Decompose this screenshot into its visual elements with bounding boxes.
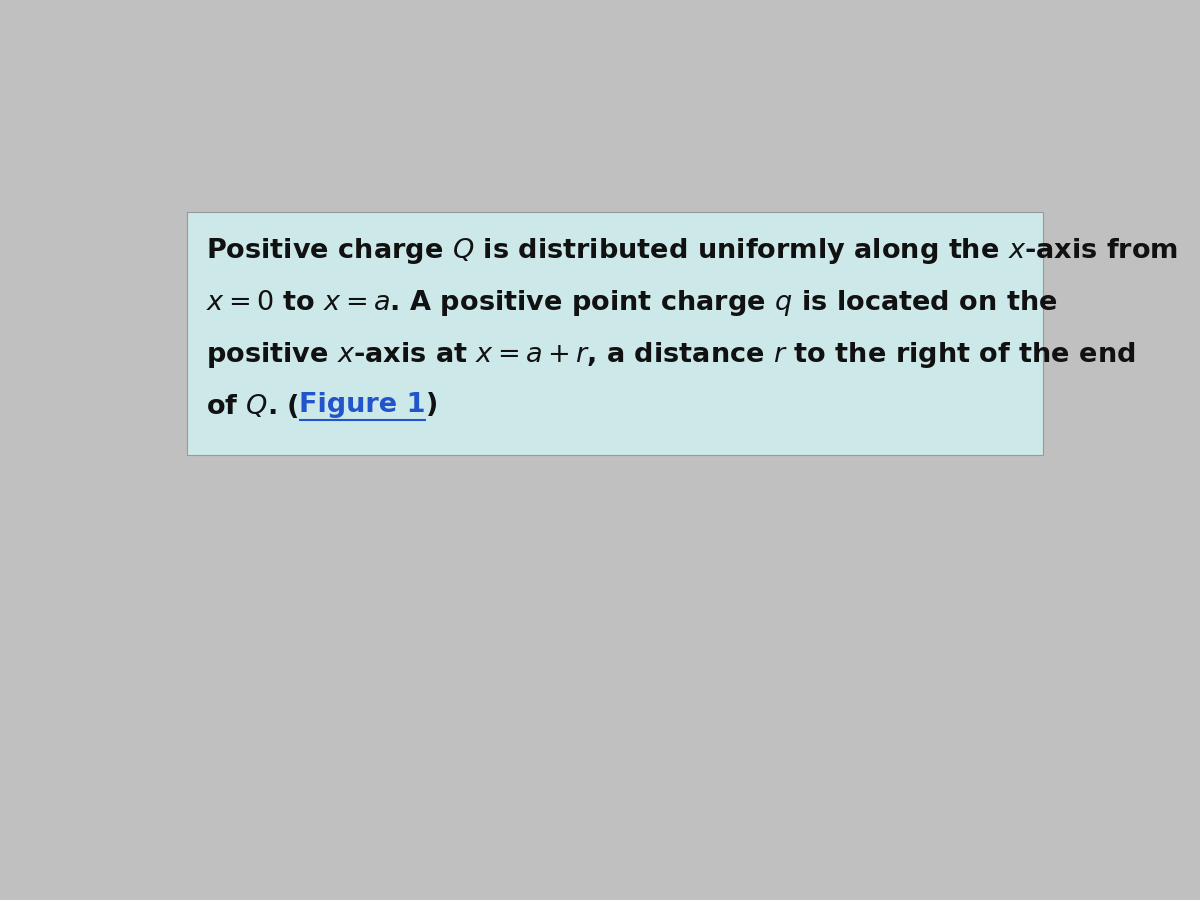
FancyBboxPatch shape xyxy=(187,212,1043,454)
Text: positive $x$-axis at $x=a+r$, a distance $r$ to the right of the end: positive $x$-axis at $x=a+r$, a distance… xyxy=(206,340,1135,370)
Text: $x=0$ to $x=a$. A positive point charge $q$ is located on the: $x=0$ to $x=a$. A positive point charge … xyxy=(206,288,1057,319)
Text: ): ) xyxy=(426,392,438,418)
Text: Figure 1: Figure 1 xyxy=(299,392,426,418)
Text: Positive charge $\mathit{Q}$ is distributed uniformly along the $x$-axis from: Positive charge $\mathit{Q}$ is distribu… xyxy=(206,236,1178,266)
Text: of $\mathit{Q}$. (: of $\mathit{Q}$. ( xyxy=(206,392,299,420)
